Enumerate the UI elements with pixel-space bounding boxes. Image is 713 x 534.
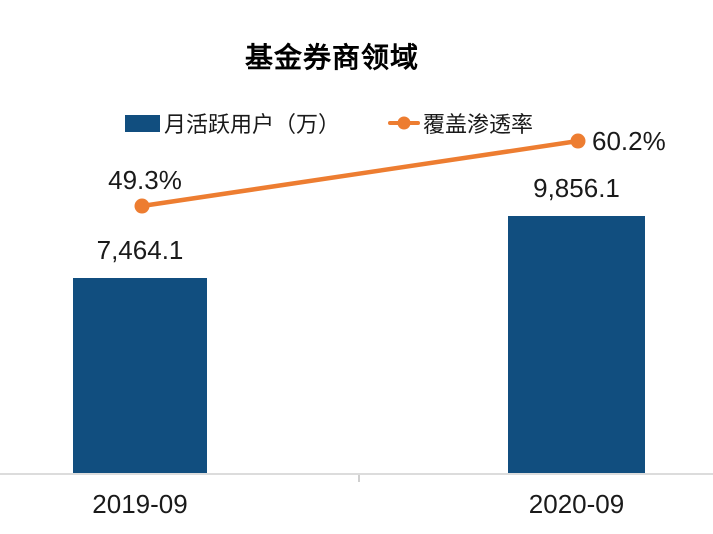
bar-2019-09 (73, 278, 207, 473)
x-axis-center-tick (358, 475, 360, 482)
legend-label-line-series: 覆盖渗透率 (423, 112, 534, 137)
bar-series-swatch-icon (125, 114, 160, 132)
bar-value-label: 9,856.1 (533, 173, 620, 204)
legend-label-bar-series: 月活跃用户（万） (164, 112, 341, 137)
line-point-2020-09 (570, 133, 586, 149)
line-marker-dot-icon (397, 116, 411, 130)
penetration-line (139, 138, 581, 209)
penetration-value-label: 49.3% (108, 165, 182, 196)
line-series-marker-icon (388, 116, 420, 130)
line-point-2019-09 (134, 198, 150, 214)
chart-title: 基金券商领域 (244, 42, 419, 73)
x-axis-line (0, 473, 713, 475)
bar-value-label: 7,464.1 (96, 235, 184, 266)
x-axis-label-2020-09: 2020-09 (528, 489, 625, 519)
bar-2020-09 (508, 216, 645, 473)
x-axis-label-2019-09: 2019-09 (92, 489, 188, 519)
legend-item-line-series: 覆盖渗透率 (388, 109, 533, 137)
penetration-value-label: 60.2% (592, 126, 666, 157)
legend-item-bar-series: 月活跃用户（万） (125, 109, 340, 137)
